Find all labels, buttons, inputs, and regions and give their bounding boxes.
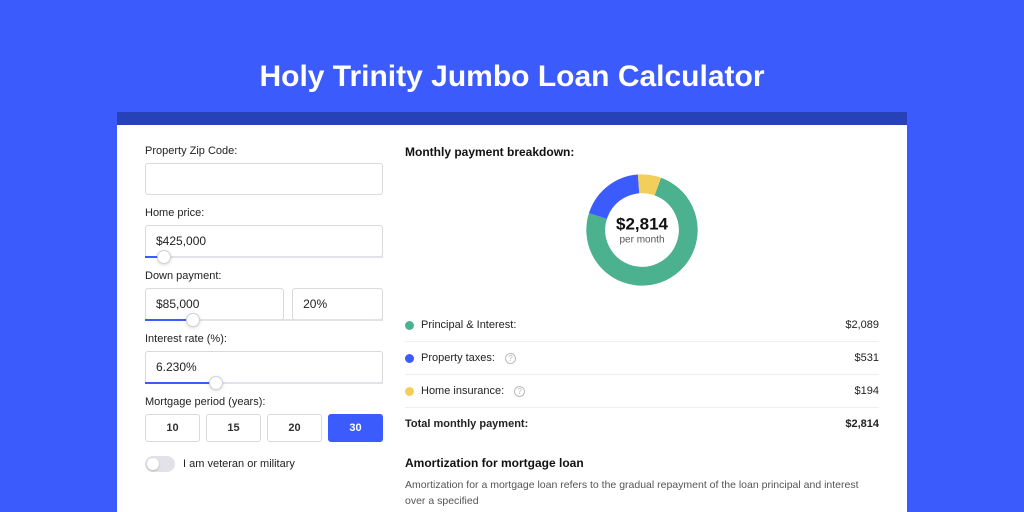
home-price-input[interactable] — [145, 225, 383, 257]
period-option-20[interactable]: 20 — [267, 414, 322, 442]
donut-center-sub: per month — [616, 235, 668, 246]
down-payment-field: Down payment: — [145, 270, 383, 321]
blue-banner — [117, 112, 907, 125]
home-price-slider[interactable] — [145, 256, 383, 258]
home-price-label: Home price: — [145, 207, 383, 219]
interest-rate-slider-thumb[interactable] — [209, 376, 223, 390]
amortization-title: Amortization for mortgage loan — [405, 456, 879, 470]
legend-amount-taxes: $531 — [855, 352, 879, 364]
veteran-row: I am veteran or military — [145, 456, 383, 472]
mortgage-period-options: 10 15 20 30 — [145, 414, 383, 442]
legend-label-total: Total monthly payment: — [405, 418, 528, 430]
zip-field: Property Zip Code: — [145, 145, 383, 195]
legend-label-taxes: Property taxes: — [421, 352, 495, 364]
legend-amount-total: $2,814 — [845, 418, 879, 430]
donut-center: $2,814 per month — [616, 215, 668, 246]
legend-label-principal: Principal & Interest: — [421, 319, 516, 331]
down-payment-slider-thumb[interactable] — [186, 313, 200, 327]
zip-label: Property Zip Code: — [145, 145, 383, 157]
donut-center-amount: $2,814 — [616, 215, 668, 235]
down-payment-amount-input[interactable] — [145, 288, 284, 320]
veteran-toggle[interactable] — [145, 456, 175, 472]
period-option-30[interactable]: 30 — [328, 414, 383, 442]
legend-row-total: Total monthly payment: $2,814 — [405, 408, 879, 440]
info-icon[interactable]: ? — [505, 353, 516, 364]
zip-input[interactable] — [145, 163, 383, 195]
legend-amount-principal: $2,089 — [845, 319, 879, 331]
interest-rate-slider-fill — [145, 382, 216, 384]
breakdown-column: Monthly payment breakdown: $2,814 per mo… — [405, 145, 879, 492]
interest-rate-slider[interactable] — [145, 382, 383, 384]
veteran-label: I am veteran or military — [183, 458, 295, 470]
donut-chart-wrap: $2,814 per month — [405, 169, 879, 291]
down-payment-label: Down payment: — [145, 270, 383, 282]
down-payment-percent-input[interactable] — [292, 288, 383, 320]
calculator-card: Property Zip Code: Home price: Down paym… — [117, 125, 907, 512]
legend-amount-insurance: $194 — [855, 385, 879, 397]
page-title: Holy Trinity Jumbo Loan Calculator — [259, 60, 764, 94]
amortization-body: Amortization for a mortgage loan refers … — [405, 478, 879, 510]
interest-rate-label: Interest rate (%): — [145, 333, 383, 345]
down-payment-slider[interactable] — [145, 319, 383, 321]
mortgage-period-field: Mortgage period (years): 10 15 20 30 — [145, 396, 383, 442]
period-option-10[interactable]: 10 — [145, 414, 200, 442]
legend-dot-principal — [405, 321, 414, 330]
legend-row-principal: Principal & Interest: $2,089 — [405, 309, 879, 342]
period-option-15[interactable]: 15 — [206, 414, 261, 442]
legend-row-insurance: Home insurance: ? $194 — [405, 375, 879, 408]
legend-dot-taxes — [405, 354, 414, 363]
form-column: Property Zip Code: Home price: Down paym… — [145, 145, 383, 492]
veteran-toggle-knob — [147, 458, 159, 470]
interest-rate-field: Interest rate (%): — [145, 333, 383, 384]
home-price-slider-thumb[interactable] — [157, 250, 171, 264]
legend-label-insurance: Home insurance: — [421, 385, 504, 397]
legend-dot-insurance — [405, 387, 414, 396]
interest-rate-input[interactable] — [145, 351, 383, 383]
amortization-section: Amortization for mortgage loan Amortizat… — [405, 456, 879, 510]
breakdown-title: Monthly payment breakdown: — [405, 145, 879, 159]
mortgage-period-label: Mortgage period (years): — [145, 396, 383, 408]
legend-row-taxes: Property taxes: ? $531 — [405, 342, 879, 375]
info-icon[interactable]: ? — [514, 386, 525, 397]
home-price-field: Home price: — [145, 207, 383, 258]
